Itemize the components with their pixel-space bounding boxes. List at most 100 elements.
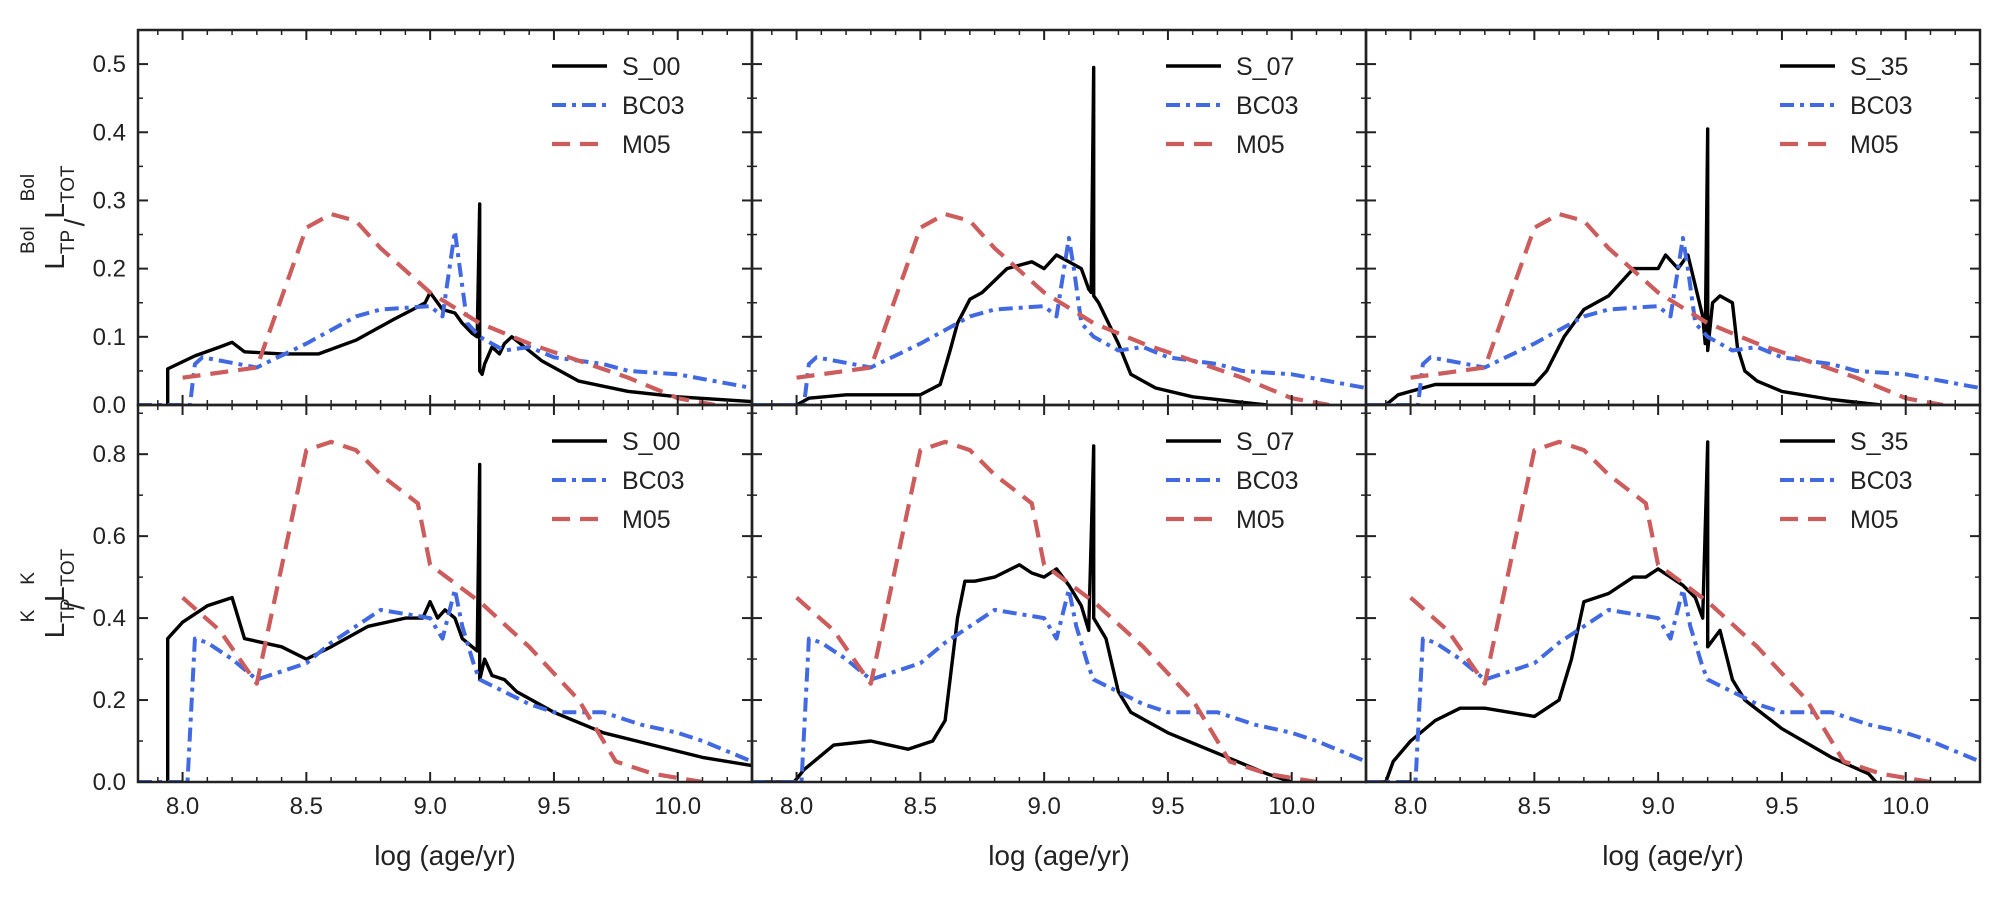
series-line-s-00 (165, 202, 752, 405)
x-tick-label: 9.0 (1027, 793, 1060, 820)
y-tick-label: 0.3 (93, 187, 126, 214)
series-line-bc03 (752, 587, 1366, 782)
series-line-m05 (795, 439, 1317, 782)
series-line-m05 (181, 439, 703, 782)
legend-label: S_07 (1236, 428, 1294, 456)
y-tick-label: 0.0 (93, 392, 126, 419)
x-tick-label: 8.0 (1394, 793, 1427, 820)
series-line-m05 (796, 212, 1330, 405)
legend-label: M05 (1236, 506, 1285, 534)
y-axis-title-sup1: Bol (18, 226, 39, 253)
series-line-bc03 (1366, 236, 1980, 405)
panel-frame (750, 28, 1368, 407)
y-axis-title-sub1: TP (58, 598, 79, 622)
legend-label: BC03 (1236, 467, 1299, 495)
y-axis-title-sub1: TP (58, 230, 79, 254)
legend-label: M05 (1850, 506, 1899, 534)
panel-frame (1364, 28, 1982, 407)
y-axis-title-main: L (39, 623, 70, 639)
y-axis-title-slash: / (59, 218, 90, 226)
legend-label: M05 (1236, 131, 1285, 159)
x-axis-title: log (age/yr) (988, 840, 1130, 871)
series-group (1366, 439, 1980, 782)
series-line-s-07 (752, 65, 1268, 405)
x-tick-label: 9.5 (1151, 793, 1184, 820)
x-axis-title: log (age/yr) (1602, 840, 1744, 871)
legend: S_35 BC03 M05 (1780, 428, 1913, 534)
series-group (752, 439, 1366, 782)
y-axis-title-main: L (39, 254, 70, 270)
legend: S_07 BC03 M05 (1166, 428, 1299, 534)
y-tick-label: 0.5 (93, 51, 126, 78)
legend: S_00 BC03 M05 (552, 53, 685, 159)
legend-label: M05 (622, 131, 671, 159)
x-tick-label: 8.0 (780, 793, 813, 820)
y-axis-title-sup2: K (18, 572, 39, 585)
series-line-m05 (182, 212, 716, 405)
y-tick-label: 0.8 (93, 441, 126, 468)
legend: S_00 BC03 M05 (552, 428, 685, 534)
panel-frame (750, 403, 1368, 784)
y-axis-title-main2: L (39, 203, 70, 219)
series-line-bc03 (138, 587, 752, 782)
x-tick-label: 8.0 (166, 793, 199, 820)
legend-label: BC03 (622, 92, 685, 120)
y-tick-label: 0.6 (93, 523, 126, 550)
panel-1-1: 0.0 0.1 0.2 0.3 0.4 0.5 S_00 BC03 M05 (93, 28, 754, 419)
panel-frame (1364, 403, 1982, 784)
x-axis-title: log (age/yr) (374, 840, 516, 871)
legend-label: S_35 (1850, 53, 1908, 81)
x-tick-label: 8.5 (290, 793, 323, 820)
y-axis-title-slash: / (59, 602, 90, 610)
series-line-s-35 (1366, 440, 1878, 782)
series-group (1366, 127, 1980, 405)
legend-label: S_35 (1850, 428, 1908, 456)
legend-label: BC03 (1850, 467, 1913, 495)
y-axis-title-sup1: K (18, 609, 39, 622)
series-line-m05 (1410, 212, 1944, 405)
panel-frame (136, 403, 754, 784)
legend: S_07 BC03 M05 (1166, 53, 1299, 159)
x-tick-label: 9.0 (413, 793, 446, 820)
panel-1-3: S_35 BC03 M05 (1364, 28, 1982, 407)
legend-label: M05 (622, 506, 671, 534)
series-group (138, 202, 752, 405)
y-tick-label: 0.0 (93, 769, 126, 796)
panel-2-2: 8.0 8.5 9.0 9.5 10.0 S_07 BC03 M05 log (age/yr) (750, 403, 1368, 871)
panel-2-1: 8.0 8.5 9.0 9.5 10.0 0.0 0.2 0.4 0.6 0.8 S_00 BC03 M… (93, 403, 754, 871)
y-tick-label: 0.4 (93, 605, 126, 632)
y-axis-title-sup2: Bol (18, 174, 39, 201)
x-tick-label: 9.0 (1641, 793, 1674, 820)
series-line-bc03 (1366, 587, 1980, 782)
y-axis-title: LTPBol/LTOTBol (18, 165, 90, 270)
series-group (138, 439, 752, 782)
y-tick-label: 0.2 (93, 687, 126, 714)
x-tick-label: 10.0 (654, 793, 701, 820)
series-line-m05 (1409, 439, 1931, 782)
panel-frame (136, 28, 754, 407)
series-line-bc03 (138, 229, 752, 405)
legend-label: BC03 (622, 467, 685, 495)
series-line-bc03 (752, 236, 1366, 405)
x-tick-label: 10.0 (1268, 793, 1315, 820)
series-line-s-35 (1366, 127, 1882, 405)
y-axis-title-sub2: TOT (58, 548, 79, 586)
legend: S_35 BC03 M05 (1780, 53, 1913, 159)
panel-2-3: 8.0 8.5 9.0 9.5 10.0 S_35 BC03 M05 log (age/yr) (1364, 403, 1982, 871)
y-axis-title: LTPK/LTOTK (18, 548, 90, 638)
legend-label: BC03 (1850, 92, 1913, 120)
y-axis-title-sub2: TOT (58, 165, 79, 203)
legend-label: BC03 (1236, 92, 1299, 120)
y-tick-label: 0.4 (93, 119, 126, 146)
x-tick-label: 8.5 (904, 793, 937, 820)
legend-label: M05 (1850, 131, 1899, 159)
legend-label: S_00 (622, 428, 680, 456)
x-tick-label: 9.5 (1765, 793, 1798, 820)
series-group (752, 65, 1366, 405)
series-line-s-07 (752, 444, 1293, 782)
x-tick-label: 9.5 (537, 793, 570, 820)
legend-label: S_07 (1236, 53, 1294, 81)
y-tick-label: 0.1 (93, 324, 126, 351)
legend-label: S_00 (622, 53, 680, 81)
